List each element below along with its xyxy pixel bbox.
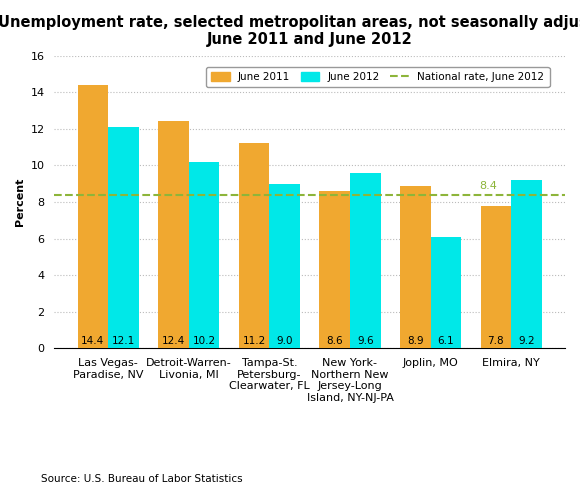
Bar	[481, 206, 511, 348]
Text: 8.6: 8.6	[327, 336, 343, 346]
Text: 9.6: 9.6	[357, 336, 374, 346]
Bar	[78, 85, 108, 348]
Text: 8.9: 8.9	[407, 336, 423, 346]
Bar	[320, 191, 350, 348]
Bar	[239, 143, 269, 348]
Bar	[400, 185, 430, 348]
Text: 10.2: 10.2	[193, 336, 216, 346]
Bar	[108, 127, 139, 348]
Text: 14.4: 14.4	[81, 336, 104, 346]
Bar	[189, 162, 219, 348]
Text: 7.8: 7.8	[488, 336, 504, 346]
Text: 12.4: 12.4	[162, 336, 185, 346]
Title: Unemployment rate, selected metropolitan areas, not seasonally adjusted,
June 20: Unemployment rate, selected metropolitan…	[0, 15, 580, 47]
Bar	[511, 180, 542, 348]
Text: 9.0: 9.0	[277, 336, 293, 346]
Legend: June 2011, June 2012, National rate, June 2012: June 2011, June 2012, National rate, Jun…	[205, 67, 550, 87]
Bar	[350, 173, 380, 348]
Text: 6.1: 6.1	[437, 336, 454, 346]
Text: 11.2: 11.2	[242, 336, 266, 346]
Y-axis label: Percent: Percent	[15, 178, 25, 226]
Bar	[158, 121, 189, 348]
Bar	[269, 184, 300, 348]
Text: Source: U.S. Bureau of Labor Statistics: Source: U.S. Bureau of Labor Statistics	[41, 473, 242, 484]
Bar	[430, 237, 461, 348]
Text: 9.2: 9.2	[518, 336, 535, 346]
Text: 8.4: 8.4	[479, 181, 497, 191]
Text: 12.1: 12.1	[112, 336, 135, 346]
